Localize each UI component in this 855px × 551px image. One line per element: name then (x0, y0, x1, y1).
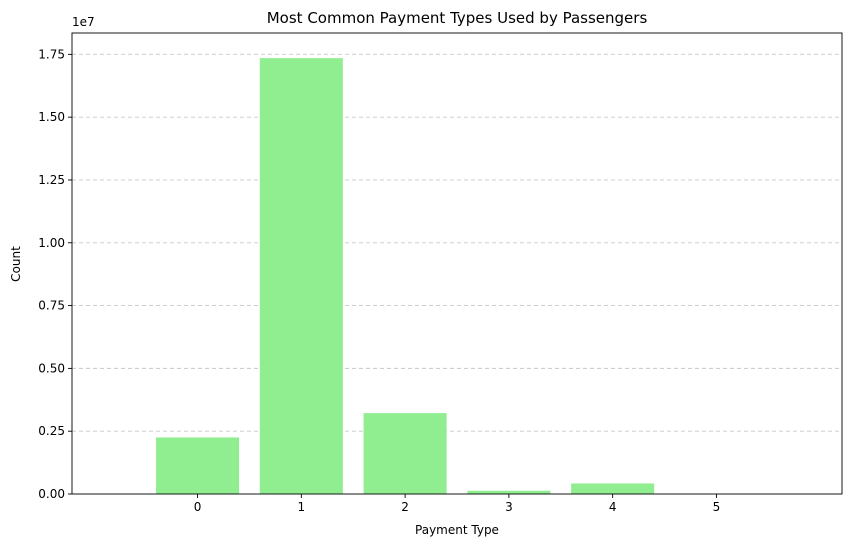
y-tick-label: 0.00 (38, 487, 65, 501)
bar (364, 413, 447, 494)
y-tick-label: 1.25 (38, 173, 65, 187)
x-tick-label: 3 (505, 500, 513, 514)
chart-title: Most Common Payment Types Used by Passen… (267, 9, 648, 27)
y-tick-label: 0.75 (38, 299, 65, 313)
bar (571, 483, 654, 494)
x-tick-label: 5 (713, 500, 721, 514)
bar (156, 437, 239, 494)
y-tick-label: 1.75 (38, 47, 65, 61)
x-tick-label: 2 (401, 500, 409, 514)
y-tick-label: 1.50 (38, 110, 65, 124)
y-tick-label: 0.50 (38, 361, 65, 375)
y-offset-label: 1e7 (72, 15, 95, 29)
bar (260, 58, 343, 494)
y-axis-label: Count (9, 246, 23, 282)
bars (156, 58, 758, 494)
bar (467, 491, 550, 494)
gridlines (72, 54, 842, 431)
x-axis-label: Payment Type (415, 523, 499, 537)
x-tick-label: 1 (298, 500, 306, 514)
x-tick-label: 4 (609, 500, 617, 514)
x-tick-label: 0 (194, 500, 202, 514)
y-tick-label: 0.25 (38, 424, 65, 438)
plot-frame (72, 33, 842, 494)
y-tick-label: 1.00 (38, 236, 65, 250)
